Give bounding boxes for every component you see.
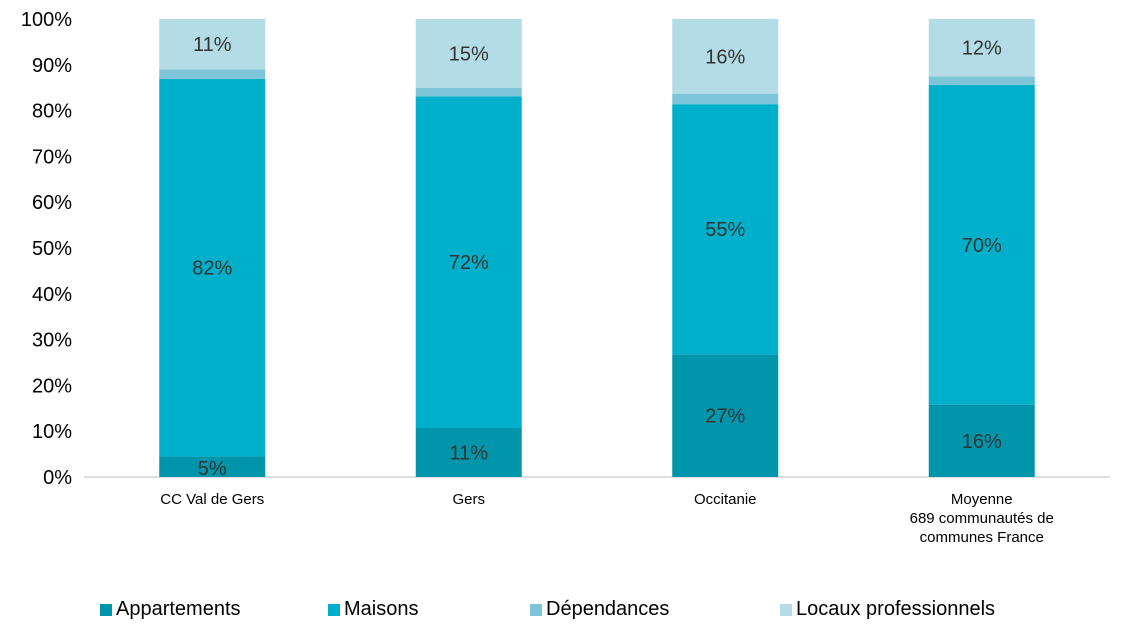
legend-swatch: [328, 603, 340, 616]
y-tick-label: 100%: [21, 9, 72, 31]
y-tick-label: 30%: [32, 330, 72, 352]
bar-segment-appartements: [928, 404, 1035, 477]
bar-segment-appartements: [672, 354, 779, 477]
data-label: 70%: [962, 235, 1002, 257]
bar-segment-locaux-professionnels: [159, 19, 266, 70]
legend-item: Appartements: [100, 598, 241, 621]
legend-swatch: [780, 603, 792, 616]
legend-item: Dépendances: [530, 598, 669, 621]
bar-segment-locaux-professionnels: [928, 19, 1035, 77]
data-label: 11%: [193, 34, 232, 56]
data-label: 82%: [192, 258, 232, 280]
x-tick-label: Moyenne: [951, 491, 1013, 508]
y-tick-label: 80%: [32, 101, 72, 123]
x-tick-label: Occitanie: [694, 491, 757, 508]
x-tick-label: communes France: [920, 529, 1044, 546]
bar-segment-maisons: [928, 84, 1035, 405]
y-tick-label: 70%: [32, 146, 72, 168]
y-tick-label: 90%: [32, 55, 72, 77]
bar-segment-appartements: [159, 456, 266, 477]
data-label: 5%: [198, 458, 227, 480]
stacked-bar-chart: 0% 10% 20% 30% 40% 50% 60% 70% 80% 90% 100% 5% 82% 11…: [21, 9, 1110, 546]
bar-segment-maisons: [672, 104, 779, 355]
legend-label: Dépendances: [546, 598, 670, 620]
legend-swatch: [530, 603, 542, 616]
legend-label: Locaux professionnels: [796, 598, 996, 620]
bar-segment-maisons: [415, 96, 522, 428]
bar-segment-maisons: [159, 78, 266, 457]
data-label: 12%: [962, 38, 1002, 60]
legend-label: Appartements: [116, 598, 241, 620]
chart-legend: Appartements Maisons Dépendances Locaux pro…: [0, 598, 1122, 628]
bar-segment-d-pendances: [415, 87, 522, 97]
bar-segment-d-pendances: [672, 93, 779, 105]
bar-segment-locaux-professionnels: [672, 19, 779, 94]
bar-segment-locaux-professionnels: [415, 19, 522, 88]
y-tick-label: 40%: [32, 284, 72, 306]
x-tick-label: 689 communautés de: [910, 510, 1054, 527]
y-tick-label: 0%: [43, 467, 72, 489]
x-tick-label: Gers: [452, 491, 485, 508]
data-label: 15%: [449, 43, 489, 65]
bar-segment-d-pendances: [928, 76, 1035, 85]
data-label: 55%: [705, 219, 745, 241]
legend-label: Maisons: [344, 598, 419, 620]
bar-segment-d-pendances: [159, 69, 266, 79]
legend-swatch: [100, 603, 112, 616]
y-tick-label: 50%: [32, 238, 72, 260]
y-tick-label: 60%: [32, 192, 72, 214]
y-tick-label: 10%: [32, 421, 72, 443]
bar-segment-appartements: [415, 427, 522, 477]
y-tick-label: 20%: [32, 375, 72, 397]
data-label: 72%: [449, 252, 489, 274]
data-label: 16%: [705, 46, 745, 68]
x-tick-label: CC Val de Gers: [160, 491, 264, 508]
data-label: 11%: [449, 442, 488, 464]
legend-item: Locaux professionnels: [780, 598, 995, 621]
legend-item: Maisons: [328, 598, 418, 621]
data-label: 16%: [962, 431, 1002, 453]
data-label: 27%: [705, 406, 745, 428]
